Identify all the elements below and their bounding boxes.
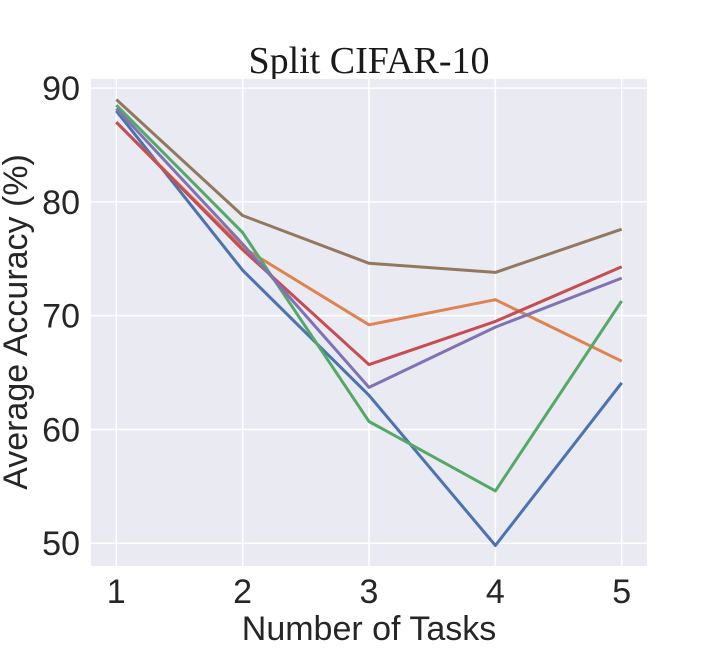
x-axis-label: Number of Tasks [242,610,496,648]
chart-title: Split CIFAR-10 [248,40,489,82]
x-tick-label: 2 [233,573,252,611]
series-group [115,98,623,547]
x-tick-label: 1 [107,573,126,611]
y-tick-label: 60 [42,411,80,449]
x-tick-label: 5 [612,573,631,611]
y-tick-label: 80 [42,184,80,222]
grid [91,79,647,566]
series-line-4 [115,121,623,367]
y-tick-label: 70 [42,298,80,336]
y-tick-label: 90 [42,70,80,108]
y-tick-label: 50 [42,525,80,563]
x-tick-label: 4 [486,573,505,611]
y-axis-label: Average Accuracy (%) [0,154,35,490]
x-tick-labels: 1 2 3 4 5 [107,573,631,611]
series-line-3 [115,104,623,493]
y-tick-labels: 50 60 70 80 90 [42,70,80,563]
series-line-5 [115,107,623,389]
series-line-6 [115,98,623,274]
x-tick-label: 3 [360,573,379,611]
series-line-1 [115,109,623,547]
